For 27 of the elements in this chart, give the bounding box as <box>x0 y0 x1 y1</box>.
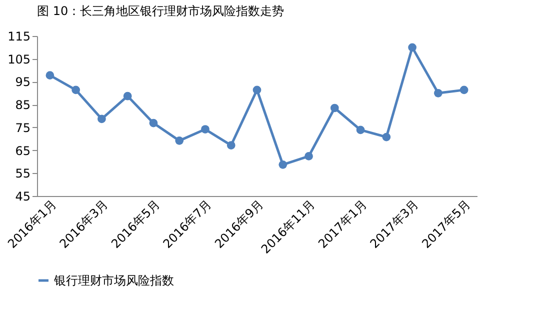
point <box>201 125 210 134</box>
legend-label: 银行理财市场风险指数 <box>53 274 174 288</box>
y-tick-label: 85 <box>15 98 30 112</box>
point <box>252 86 262 94</box>
point <box>278 160 288 169</box>
y-tick-label: 115 <box>8 30 30 44</box>
point <box>98 114 106 124</box>
point <box>356 126 365 134</box>
point <box>46 71 54 80</box>
chart-title: 图 10：长三角地区银行理财市场风险指数走势 <box>37 4 284 18</box>
point <box>72 86 80 94</box>
point <box>382 132 391 142</box>
y-tick-label: 95 <box>15 75 30 90</box>
y-tick-label: 45 <box>15 190 30 204</box>
point <box>304 152 313 160</box>
point <box>175 136 184 145</box>
y-tick-label: 105 <box>8 52 30 66</box>
y-tick-label: 55 <box>15 166 30 181</box>
point <box>330 104 339 112</box>
y-tick-label: 75 <box>15 120 30 135</box>
point <box>123 92 132 100</box>
point <box>434 88 442 98</box>
point <box>226 141 236 150</box>
point <box>408 43 416 52</box>
y-tick-label: 65 <box>15 144 30 158</box>
point <box>460 86 468 94</box>
point <box>149 118 158 128</box>
